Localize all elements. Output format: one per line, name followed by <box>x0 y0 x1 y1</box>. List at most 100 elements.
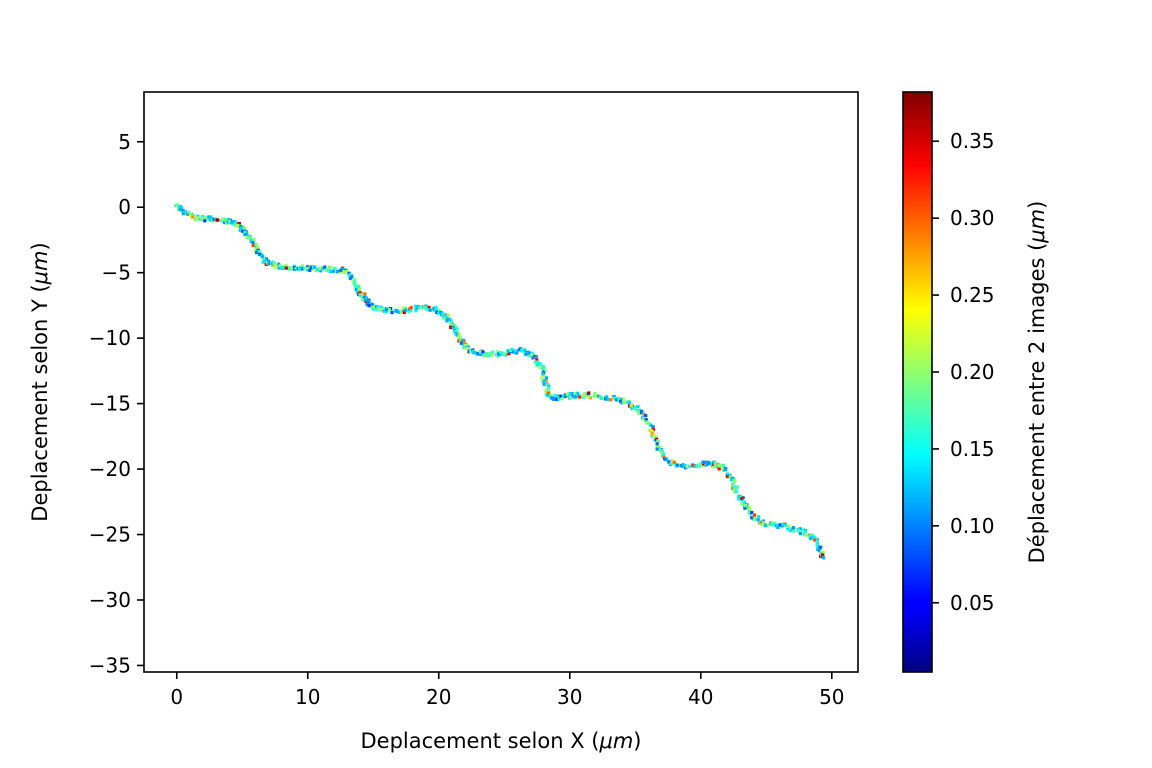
x-tick-label: 20 <box>426 685 451 709</box>
trajectory-point <box>717 467 721 471</box>
trajectory-point <box>728 475 733 479</box>
trajectory-point <box>563 393 568 397</box>
colorbar-tick-label: 0.35 <box>950 129 995 153</box>
trajectory-point <box>340 267 344 271</box>
trajectory-point <box>333 266 337 271</box>
trajectory-point <box>702 460 706 464</box>
trajectory-point <box>697 464 701 468</box>
trajectory-point <box>490 353 494 357</box>
trajectory-point <box>206 218 211 222</box>
trajectory-point <box>733 479 737 484</box>
trajectory-point <box>629 404 634 408</box>
trajectory-point <box>791 526 796 530</box>
trajectory-point <box>740 496 744 501</box>
trajectory-point <box>308 268 312 273</box>
trajectory-point <box>256 245 260 249</box>
trajectory-point <box>454 328 459 333</box>
trajectory-point <box>323 265 327 269</box>
trajectory-point <box>552 397 556 402</box>
trajectory-point <box>239 227 244 231</box>
trajectory-point <box>688 464 692 469</box>
trajectory-point <box>366 300 371 304</box>
trajectory-point <box>756 518 760 522</box>
trajectory-point <box>559 394 563 398</box>
trajectory-point <box>353 280 357 284</box>
trajectory-point <box>514 351 519 355</box>
trajectory-point <box>243 231 247 235</box>
trajectory-point <box>227 219 231 223</box>
trajectory-point <box>821 555 825 559</box>
trajectory-point <box>442 317 446 321</box>
trajectory-point <box>358 291 362 295</box>
trajectory-point <box>390 310 394 315</box>
trajectory-point <box>451 325 456 329</box>
trajectory-point <box>453 323 457 328</box>
trajectory-point <box>521 349 525 353</box>
trajectory-point <box>609 398 613 402</box>
trajectory-point <box>621 397 625 401</box>
trajectory-point <box>650 434 654 438</box>
trajectory-point <box>449 321 453 326</box>
trajectory-point <box>753 517 757 521</box>
trajectory-point <box>531 356 535 360</box>
y-tick-label: −20 <box>89 457 131 481</box>
trajectory-point <box>554 393 558 398</box>
trajectory-point <box>701 460 705 464</box>
trajectory-point <box>534 355 539 359</box>
trajectory-point <box>658 448 663 452</box>
trajectory-point <box>463 343 467 347</box>
trajectory-point <box>387 308 391 312</box>
plot-area <box>143 91 859 673</box>
trajectory-point <box>658 446 662 450</box>
trajectory-point <box>266 259 271 263</box>
trajectory-point <box>445 319 449 323</box>
trajectory-point <box>405 307 409 311</box>
trajectory-point <box>395 309 399 313</box>
trajectory-point <box>356 285 360 289</box>
trajectory-point <box>570 391 574 396</box>
trajectory-point <box>370 302 374 306</box>
y-tick-label: −25 <box>89 523 131 547</box>
trajectory-point <box>713 461 717 466</box>
trajectory-point <box>820 553 825 557</box>
x-axis-ticks: 0 10 20 30 40 50 <box>170 672 845 709</box>
trajectory-point <box>673 462 677 466</box>
trajectory-point <box>535 363 540 367</box>
trajectory-point <box>641 417 645 421</box>
trajectory-point <box>183 210 187 214</box>
trajectory-point <box>261 260 265 264</box>
trajectory-point <box>347 274 351 278</box>
trajectory-point <box>224 218 228 222</box>
trajectory-point <box>400 310 404 314</box>
colorbar-tick-label: 0.25 <box>950 283 995 307</box>
trajectory-point <box>263 258 267 262</box>
trajectory-point <box>513 349 518 353</box>
trajectory-point <box>460 340 464 345</box>
trajectory-point <box>447 313 451 317</box>
trajectory-point <box>574 391 578 396</box>
trajectory-point <box>251 241 255 245</box>
x-tick-label: 50 <box>819 685 844 709</box>
trajectory-point <box>281 265 285 269</box>
trajectory-point <box>780 525 784 529</box>
trajectory-point <box>360 293 364 298</box>
y-tick-label: −10 <box>89 326 131 350</box>
trajectory-point <box>309 266 314 270</box>
trajectory-point <box>464 346 468 350</box>
trajectory-point <box>722 464 726 468</box>
trajectory-point <box>241 229 245 233</box>
trajectory-point <box>764 523 769 527</box>
trajectory-point <box>636 404 640 409</box>
trajectory-point <box>424 307 428 311</box>
trajectory-point <box>418 306 422 310</box>
trajectory-point <box>640 411 644 415</box>
trajectory-point <box>644 418 648 422</box>
y-tick-label: −30 <box>89 588 131 612</box>
trajectory-point <box>644 413 648 418</box>
trajectory-point <box>496 350 500 354</box>
trajectory-point <box>778 523 782 527</box>
trajectory-point <box>821 551 825 555</box>
trajectory-point <box>587 391 591 395</box>
trajectory-point <box>557 397 561 401</box>
